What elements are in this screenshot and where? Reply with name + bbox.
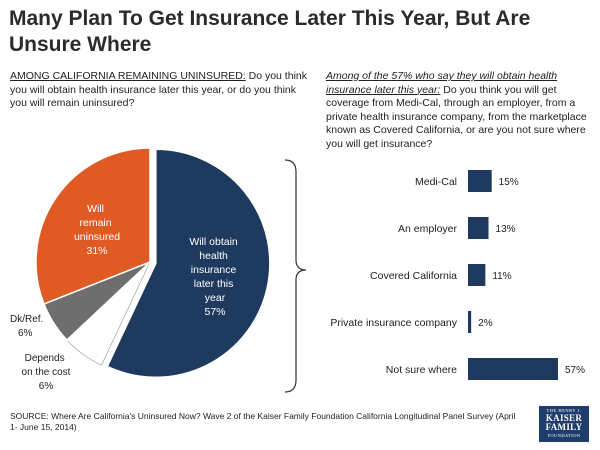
bar-category-label: An employer [398,223,457,235]
pie-value-depends-on-cost: 6% [39,381,54,392]
kff-logo: THE HENRY J. KAISER FAMILY FOUNDATION [539,406,589,442]
bar-question: Among of the 57% who say they will obtai… [326,70,588,151]
pie-label-remain-uninsured: Will remain uninsured [74,203,120,243]
logo-line-3: FOUNDATION [547,433,581,438]
pie-question-text: Do you think you will obtain health insu… [10,70,307,109]
bar-category-label: Not sure where [386,364,457,376]
source-note: SOURCE: Where Are California's Uninsured… [10,411,516,432]
bar-category-label: Covered California [370,270,457,282]
pie-question: AMONG CALIFORNIA REMAINING UNINSURED: Do… [10,70,310,111]
bar-question-text: Do you think you will get coverage from … [326,83,587,150]
pie-slice-remain-uninsured [35,147,151,305]
pie-label-depends-on-cost: Depends on the cost [22,353,71,378]
bar-medi-cal [468,170,492,192]
pie-question-lead: AMONG CALIFORNIA REMAINING UNINSURED: [10,70,246,82]
bar-an-employer [468,217,489,239]
pie-value-dk-ref: 6% [18,328,33,339]
bar-value-label: 15% [499,177,519,188]
bar-category-label: Private insurance company [330,317,457,329]
logo-line-2b: FAMILY [545,422,583,432]
chart-title: Many Plan To Get Insurance Later This Ye… [9,7,531,56]
bar-not-sure-where [468,358,558,380]
bar-chart: Medi-Cal An employer Covered California … [330,170,585,380]
bar-value-label: 2% [478,318,493,329]
logo-line-2a: KAISER [545,413,583,423]
pie-label-dk-ref: Dk/Ref. [10,314,43,325]
bar-value-label: 13% [496,224,516,235]
pie-value-will-obtain: 57% [204,306,225,318]
bar-covered-california [468,264,486,286]
pie-chart [35,147,271,379]
bar-question-lead: Among of the 57% who say they will obtai… [326,70,558,96]
bar-category-label: Medi-Cal [415,176,457,188]
bracket [284,159,307,393]
bar-private-insurance [468,311,472,333]
pie-slice-will-obtain [106,148,271,379]
bar-value-label: 57% [565,365,585,376]
pie-label-will-obtain: Will obtain health insurance later this … [189,236,240,304]
bar-value-label: 11% [492,271,511,282]
logo-line-1: THE HENRY J. [546,408,582,413]
pie-value-remain-uninsured: 31% [86,245,107,257]
